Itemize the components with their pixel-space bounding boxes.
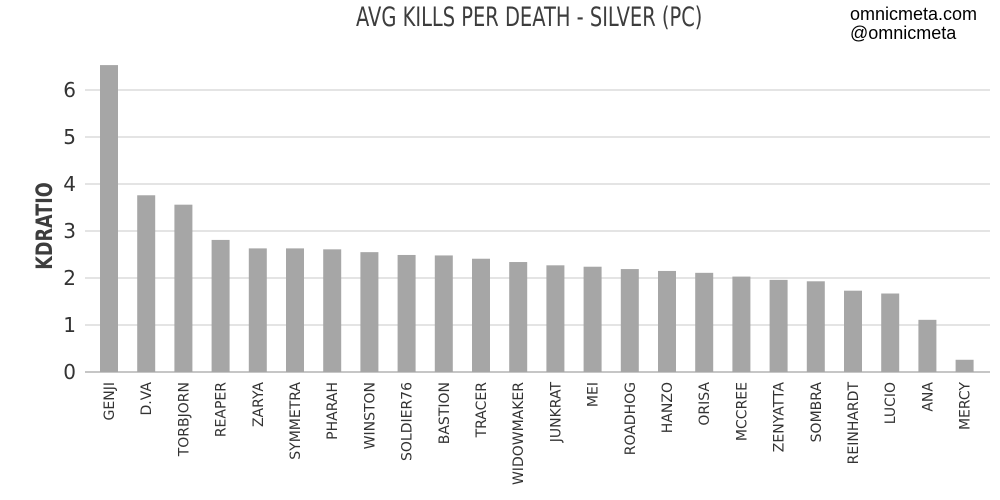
y-tick-label: 3 <box>63 219 76 243</box>
x-tick-label: ANA <box>920 382 936 412</box>
x-tick-label: ZENYATTA <box>772 382 788 453</box>
x-tick-label: BASTION <box>437 382 453 444</box>
bar-ana <box>918 319 937 372</box>
gridlines <box>85 89 990 373</box>
y-tick-label: 6 <box>63 78 76 102</box>
y-axis-label: KDRATIO <box>32 182 57 270</box>
x-tick-label: MEI <box>586 382 602 407</box>
x-tick-label: TORBJORN <box>176 382 192 457</box>
y-tick-label: 2 <box>63 266 76 290</box>
x-tick-label: ORISA <box>697 382 713 426</box>
y-tick-label: 1 <box>63 313 76 337</box>
x-tick-label: TRACER <box>474 382 490 439</box>
bar-pharah <box>323 249 342 372</box>
bar-junkrat <box>546 265 565 372</box>
x-tick-label: LUCIO <box>883 382 899 424</box>
bar-winston <box>360 252 379 372</box>
x-tick-label: REAPER <box>214 382 230 437</box>
bar-mercy <box>955 359 974 372</box>
x-tick-label: WIDOWMAKER <box>511 382 527 485</box>
y-tick-label: 0 <box>63 360 76 384</box>
x-tick-label: ZARYA <box>251 382 267 427</box>
bar-roadhog <box>620 269 639 372</box>
watermark-handle: @omnicmeta <box>850 23 957 43</box>
bar-mei <box>583 266 602 372</box>
bar-soldier76 <box>397 254 416 372</box>
x-tick-label: PHARAH <box>325 382 341 440</box>
bar-tracer <box>472 258 490 372</box>
bar-symmetra <box>286 248 304 372</box>
bars <box>100 65 974 372</box>
bar-orisa <box>695 272 714 372</box>
bar-zarya <box>248 248 267 372</box>
bar-genji <box>100 65 118 372</box>
y-tick-label: 5 <box>63 125 76 149</box>
y-tick-label: 4 <box>63 172 76 196</box>
x-tick-label: MCCREE <box>734 382 750 441</box>
x-tick-label: ROADHOG <box>623 382 639 455</box>
x-tick-label: SOLDIER76 <box>400 382 416 461</box>
x-tick-label: GENJI <box>102 382 118 420</box>
x-tick-labels: GENJI D.VA TORBJORN REAPER ZARYA SYMMETRA PHAR… <box>102 382 974 485</box>
bar-lucio <box>881 293 900 372</box>
bar-d-va <box>137 195 156 372</box>
x-tick-label: WINSTON <box>362 382 378 449</box>
x-tick-label: SYMMETRA <box>288 382 304 460</box>
x-tick-label: D.VA <box>139 382 155 416</box>
bar-torbjorn <box>174 204 193 372</box>
x-tick-label: SOMBRA <box>809 382 825 443</box>
bar-mccree <box>732 276 751 372</box>
bar-widowmaker <box>509 262 528 372</box>
bar-hanzo <box>658 270 676 372</box>
x-tick-label: HANZO <box>660 382 676 433</box>
bar-bastion <box>434 255 453 372</box>
x-tick-label: REINHARDT <box>846 382 862 465</box>
bar-sombra <box>806 281 825 372</box>
bar-zenyatta <box>769 279 788 372</box>
watermark-site: omnicmeta.com <box>850 4 978 24</box>
bar-reaper <box>211 239 230 372</box>
x-tick-label: MERCY <box>958 382 974 430</box>
bar-reinhardt <box>844 290 862 372</box>
x-tick-label: JUNKRAT <box>548 382 564 444</box>
y-tick-labels: 0 1 2 3 4 5 6 <box>63 78 76 384</box>
